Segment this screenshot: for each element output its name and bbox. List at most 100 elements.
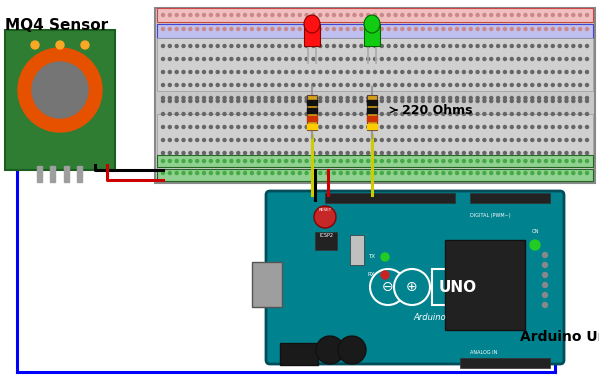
Circle shape (579, 14, 582, 16)
Circle shape (162, 27, 165, 30)
Circle shape (210, 152, 213, 155)
Circle shape (476, 57, 479, 60)
Circle shape (421, 14, 424, 16)
Circle shape (572, 97, 575, 100)
Circle shape (449, 27, 452, 30)
Circle shape (428, 125, 431, 128)
Circle shape (435, 84, 438, 87)
Circle shape (544, 100, 547, 103)
Circle shape (285, 100, 288, 103)
Circle shape (305, 138, 308, 141)
Circle shape (531, 71, 534, 73)
Circle shape (476, 171, 479, 174)
Circle shape (551, 112, 554, 116)
Circle shape (531, 138, 534, 141)
Circle shape (538, 152, 541, 155)
Circle shape (524, 97, 527, 100)
Circle shape (497, 57, 500, 60)
Circle shape (223, 160, 226, 163)
Circle shape (292, 14, 295, 16)
Circle shape (497, 138, 500, 141)
Circle shape (332, 100, 335, 103)
Circle shape (442, 160, 445, 163)
Circle shape (544, 44, 547, 48)
Circle shape (278, 160, 281, 163)
Circle shape (490, 71, 493, 73)
Circle shape (387, 27, 390, 30)
Circle shape (428, 112, 431, 116)
Circle shape (216, 171, 219, 174)
Circle shape (421, 27, 424, 30)
Circle shape (530, 240, 540, 250)
Circle shape (278, 152, 281, 155)
Circle shape (332, 71, 335, 73)
Circle shape (271, 125, 274, 128)
Circle shape (585, 100, 588, 103)
Circle shape (175, 100, 178, 103)
Circle shape (271, 152, 274, 155)
Circle shape (531, 27, 534, 30)
Circle shape (579, 152, 582, 155)
Circle shape (585, 160, 588, 163)
Circle shape (230, 57, 233, 60)
Circle shape (503, 44, 506, 48)
Circle shape (408, 125, 411, 128)
Circle shape (380, 125, 383, 128)
Circle shape (360, 44, 363, 48)
Circle shape (503, 14, 506, 16)
Circle shape (469, 152, 472, 155)
Circle shape (394, 44, 397, 48)
Circle shape (237, 152, 240, 155)
Circle shape (483, 100, 486, 103)
Circle shape (285, 27, 288, 30)
Circle shape (538, 27, 541, 30)
Circle shape (449, 152, 452, 155)
Circle shape (538, 71, 541, 73)
Circle shape (435, 97, 438, 100)
Circle shape (435, 14, 438, 16)
Circle shape (223, 152, 226, 155)
Bar (252, 262, 282, 307)
Circle shape (469, 14, 472, 16)
Circle shape (401, 125, 404, 128)
Circle shape (374, 44, 377, 48)
Circle shape (216, 84, 219, 87)
Circle shape (312, 100, 315, 103)
Circle shape (305, 171, 308, 174)
Circle shape (543, 263, 547, 268)
Circle shape (558, 14, 561, 16)
Circle shape (483, 44, 486, 48)
Circle shape (387, 160, 390, 163)
Circle shape (380, 160, 383, 163)
Circle shape (223, 100, 226, 103)
Circle shape (490, 44, 493, 48)
Circle shape (469, 125, 472, 128)
Circle shape (394, 100, 397, 103)
Circle shape (230, 125, 233, 128)
Circle shape (462, 71, 465, 73)
Circle shape (168, 152, 171, 155)
Circle shape (374, 152, 377, 155)
Circle shape (531, 97, 534, 100)
Circle shape (244, 138, 247, 141)
Text: DIGITAL (PWM~): DIGITAL (PWM~) (470, 212, 510, 217)
Circle shape (415, 112, 418, 116)
Circle shape (285, 138, 288, 141)
Circle shape (476, 152, 479, 155)
Circle shape (319, 171, 322, 174)
Circle shape (216, 160, 219, 163)
Circle shape (572, 84, 575, 87)
Circle shape (531, 125, 534, 128)
Circle shape (319, 125, 322, 128)
Circle shape (285, 84, 288, 87)
Circle shape (401, 97, 404, 100)
Circle shape (360, 97, 363, 100)
Circle shape (216, 125, 219, 128)
Circle shape (346, 100, 349, 103)
Circle shape (449, 160, 452, 163)
Circle shape (374, 100, 377, 103)
Bar (304, 24, 320, 46)
Circle shape (565, 160, 568, 163)
Circle shape (408, 171, 411, 174)
Circle shape (428, 171, 431, 174)
